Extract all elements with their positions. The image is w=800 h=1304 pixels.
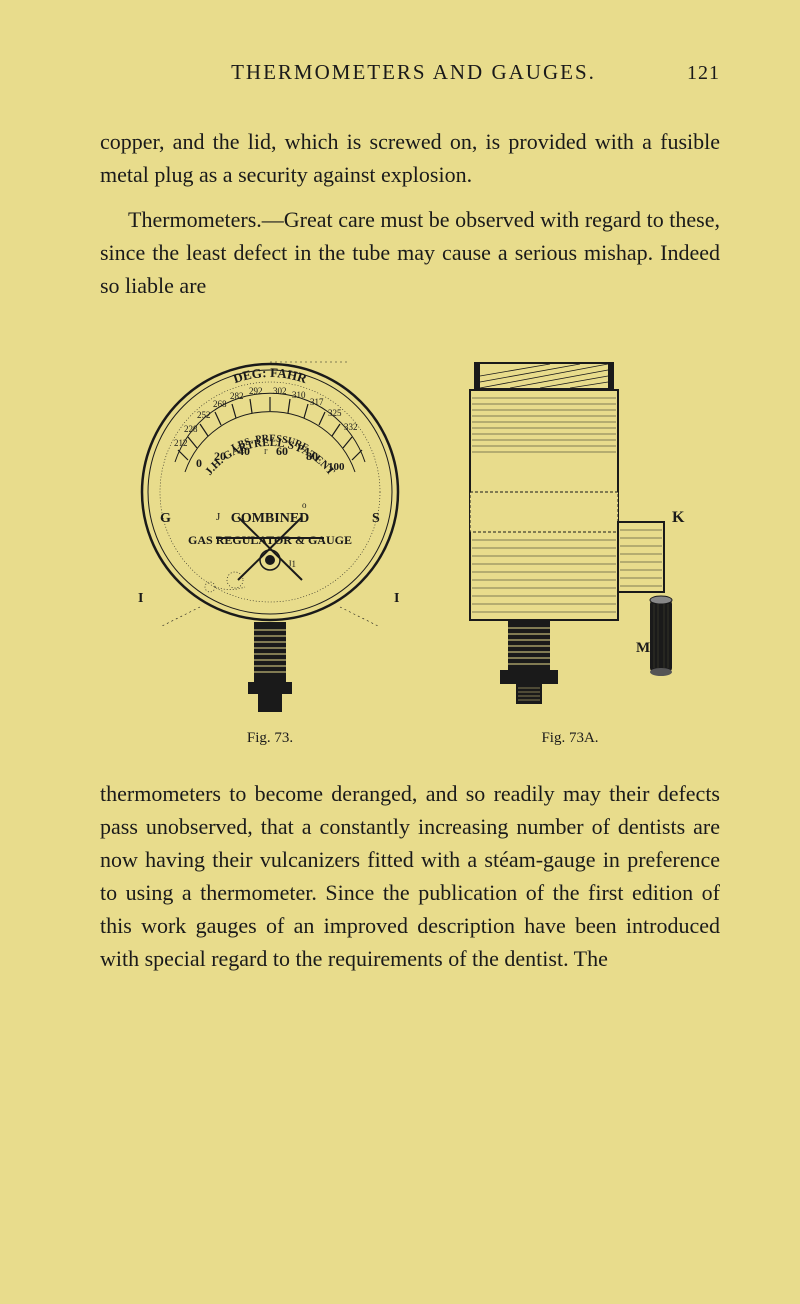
m-label: M: [636, 640, 650, 656]
figure-73: DEG: FAHR 212 228 252: [130, 342, 410, 747]
svg-text:J.H. GARTRELL'S PATENT: J.H. GARTRELL'S PATENT: [203, 437, 337, 478]
svg-text:J: J: [216, 511, 221, 523]
svg-text:310: 310: [292, 390, 306, 400]
svg-text:228: 228: [184, 424, 198, 434]
paragraph-1: copper, and the lid, which is screwed on…: [100, 125, 720, 191]
svg-text:332: 332: [344, 422, 358, 432]
paragraph-3: thermometers to become deranged, and so …: [100, 777, 720, 975]
svg-text:252: 252: [197, 410, 211, 420]
gauge-illustration: DEG: FAHR 212 228 252: [130, 342, 410, 722]
maker-label: J.H. GARTRELL'S PATENT: [203, 437, 337, 478]
svg-text:J1: J1: [288, 559, 296, 569]
svg-text:292: 292: [249, 386, 263, 396]
page-number: 121: [687, 62, 720, 85]
combined-label: COMBINED: [231, 511, 310, 526]
g-label: G: [160, 511, 171, 526]
page-header: THERMOMETERS AND GAUGES. 121: [100, 60, 720, 85]
gas-regulator-label: GAS REGULATOR & GAUGE: [188, 533, 352, 547]
svg-text:325: 325: [328, 408, 342, 418]
svg-text:302: 302: [273, 386, 287, 396]
svg-text:I': I': [264, 448, 268, 456]
k-label: K: [672, 509, 685, 526]
svg-text:317: 317: [310, 397, 324, 407]
paragraph-2: Thermometers.—Great care must be observe…: [100, 203, 720, 302]
svg-text:I: I: [394, 591, 399, 606]
s-label: S: [372, 511, 380, 526]
svg-text:o: o: [302, 500, 307, 510]
figures-row: DEG: FAHR 212 228 252: [100, 342, 720, 747]
svg-text:212: 212: [174, 438, 188, 448]
gauge-stem: [248, 622, 292, 712]
degree-scale: 212 228 252 268 282 292 302 310 317 325 …: [174, 386, 365, 472]
svg-text:282: 282: [230, 391, 244, 401]
figure-73a: K M: [450, 342, 690, 747]
svg-text:I: I: [138, 591, 143, 606]
fig-73a-caption: Fig. 73A.: [541, 730, 598, 747]
para-2-lead: Thermometers.: [128, 207, 262, 232]
mechanism-body: K M: [470, 362, 685, 704]
header-title: THERMOMETERS AND GAUGES.: [140, 60, 687, 85]
svg-text:268: 268: [213, 399, 227, 409]
mechanism-illustration: K M: [450, 342, 690, 722]
fig-73-caption: Fig. 73.: [247, 730, 293, 747]
svg-text:0: 0: [196, 456, 202, 470]
